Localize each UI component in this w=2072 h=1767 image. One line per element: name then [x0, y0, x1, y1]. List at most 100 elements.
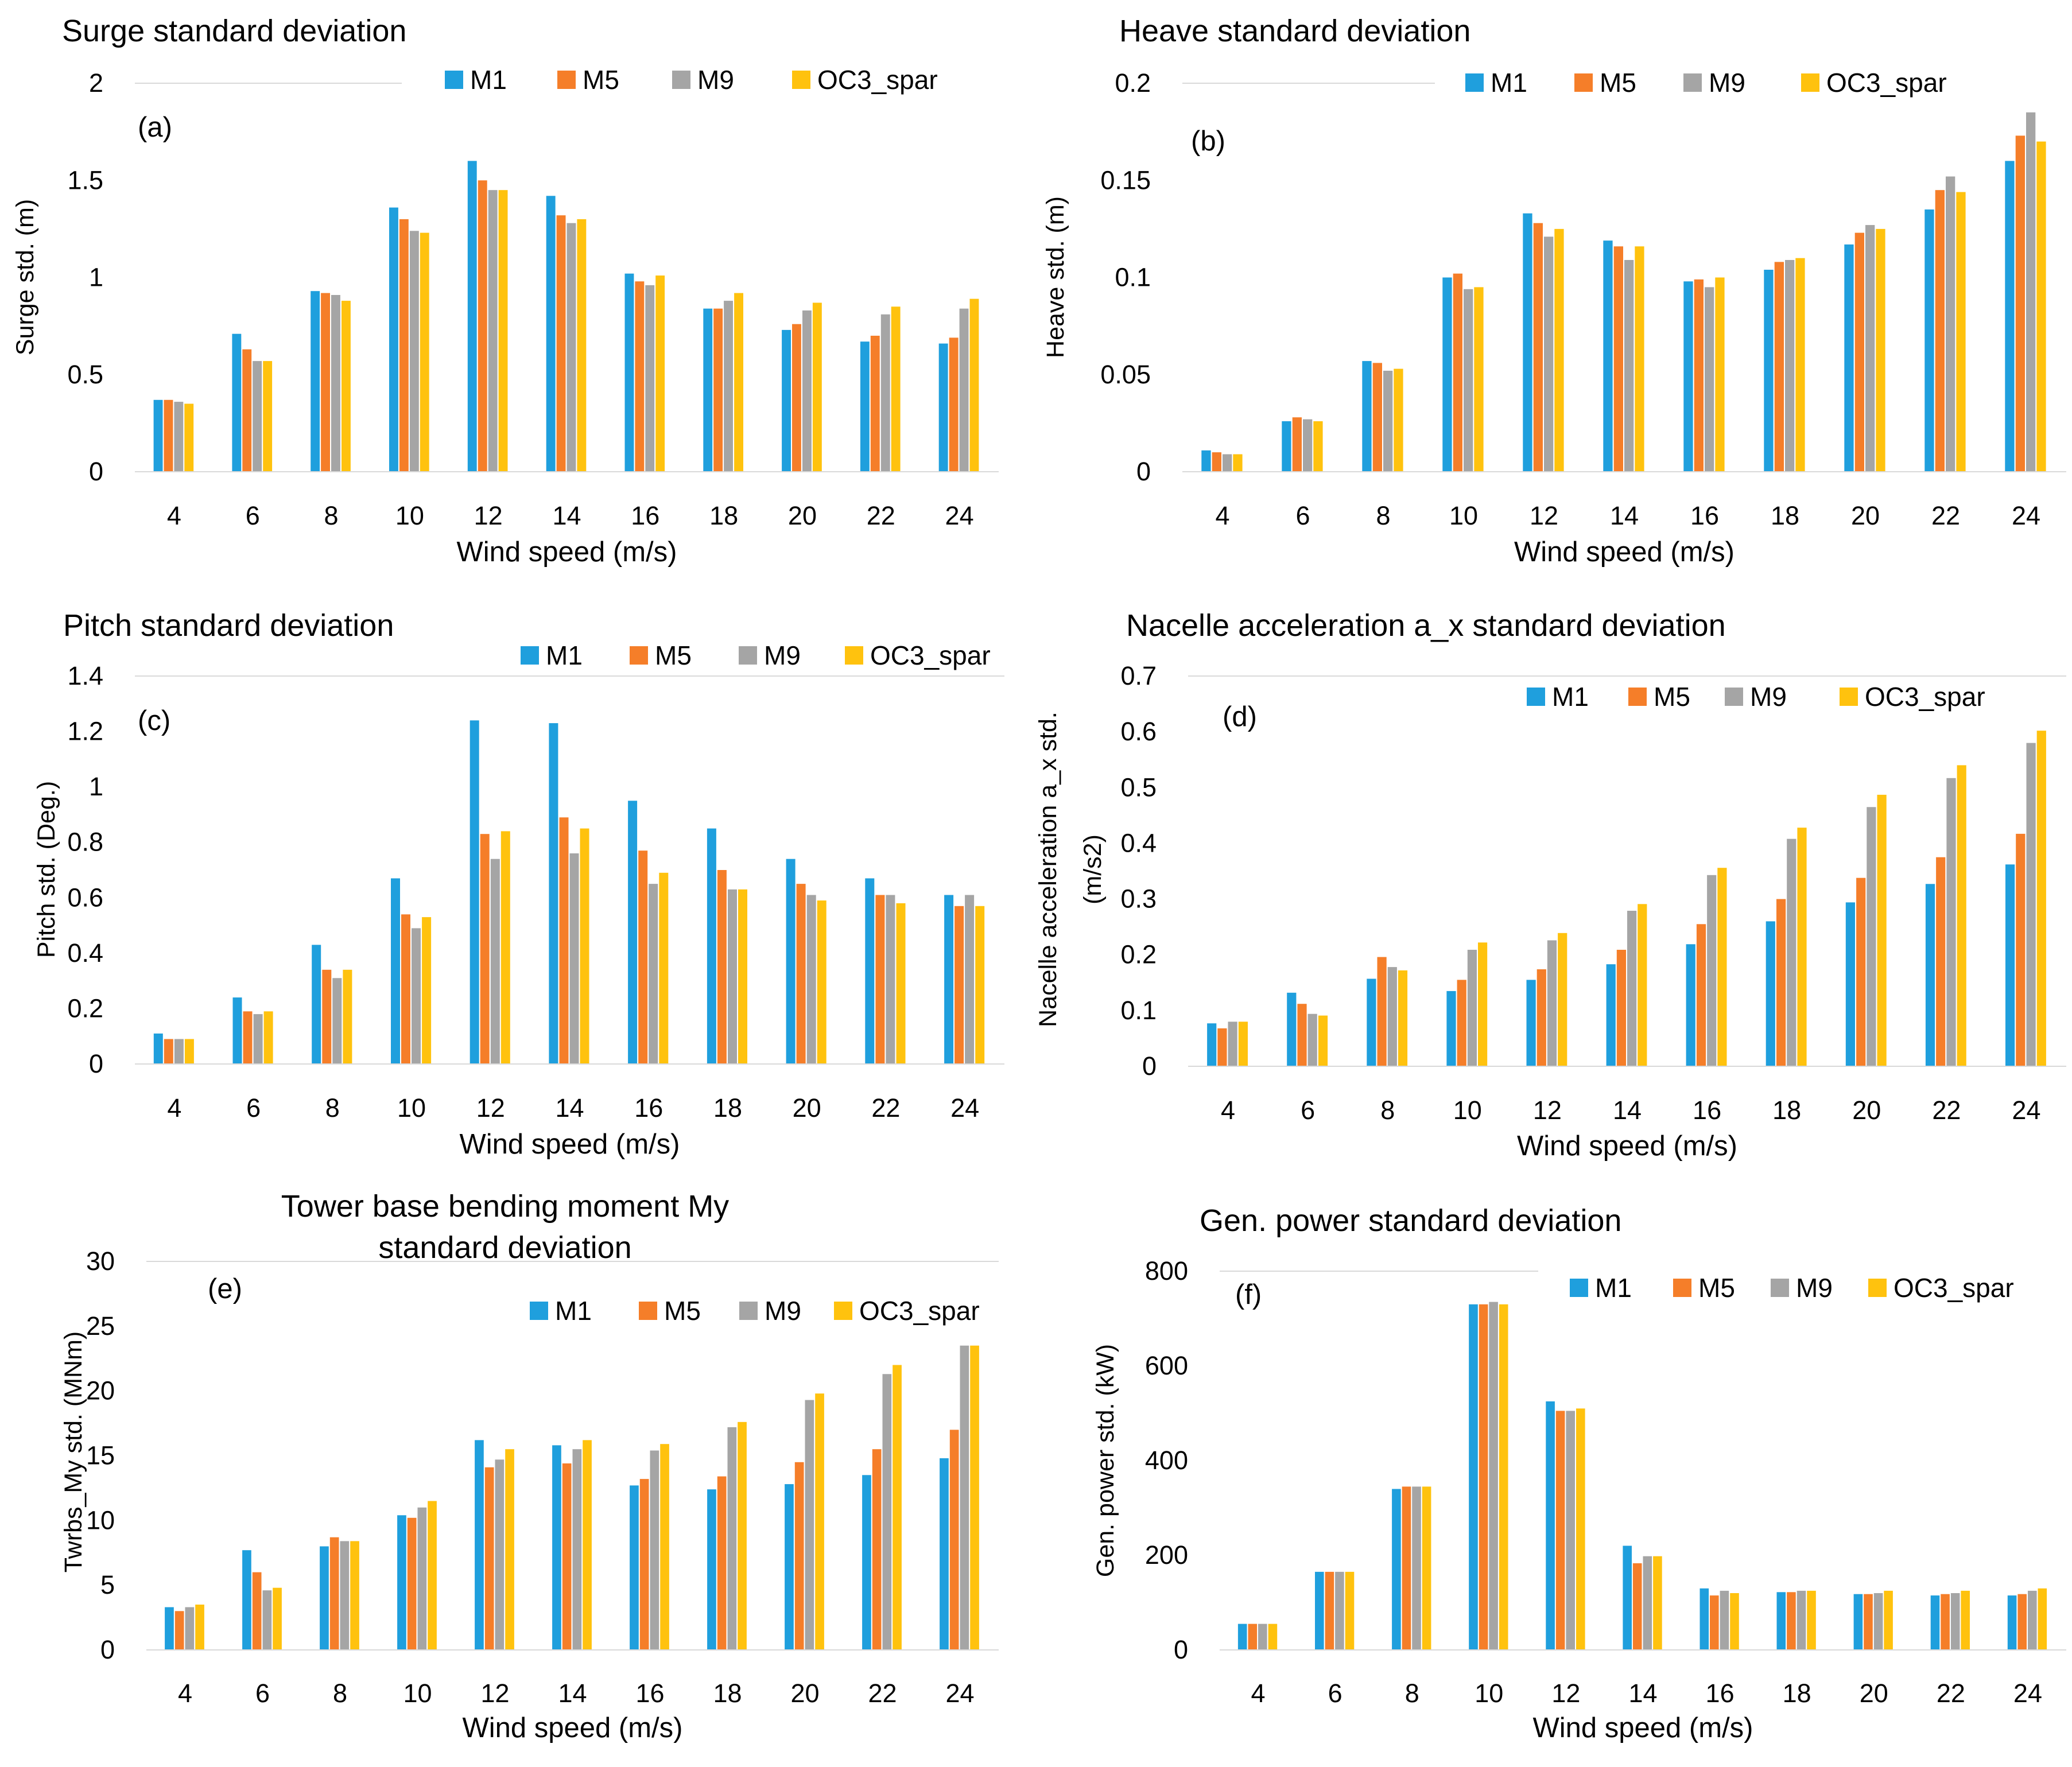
y-axis-label: Pitch std. (Deg.) [33, 781, 60, 958]
x-axis-label: Wind speed (m/s) [457, 537, 677, 568]
chart-title: Heave standard deviation [1119, 14, 1470, 48]
bar-m5-4 [174, 1611, 184, 1650]
bar-m5-4 [164, 1039, 173, 1064]
bar-oc3_spar-8 [350, 1541, 359, 1650]
bar-m9-18 [728, 889, 737, 1064]
legend-label: M5 [1654, 682, 1690, 712]
bar-m1-24 [2005, 161, 2015, 472]
bar-m1-18 [1766, 921, 1775, 1066]
bar-m5-16 [639, 1479, 649, 1650]
bar-m9-14 [1627, 911, 1637, 1066]
x-tick-label: 12 [474, 501, 503, 530]
bar-m5-8 [1372, 363, 1382, 472]
bar-oc3_spar-8 [342, 301, 351, 472]
x-tick-label: 6 [246, 1093, 261, 1123]
bar-m9-8 [340, 1541, 350, 1650]
bar-oc3_spar-6 [273, 1587, 282, 1650]
bar-m9-24 [960, 1345, 969, 1650]
bar-oc3_spar-10 [428, 1501, 437, 1650]
x-tick-label: 14 [1610, 501, 1639, 530]
bar-oc3_spar-12 [500, 831, 510, 1064]
x-tick-label: 18 [713, 1679, 742, 1708]
bar-m9-20 [805, 1400, 814, 1650]
bar-oc3_spar-22 [1957, 765, 1966, 1066]
legend-label: M1 [1595, 1273, 1632, 1303]
x-axis-label: Wind speed (m/s) [463, 1712, 683, 1743]
bar-m1-22 [865, 878, 875, 1064]
panel-label: (b) [1191, 126, 1225, 157]
legend-swatch-m1 [1570, 1279, 1588, 1297]
bar-oc3_spar-4 [184, 403, 194, 472]
chart-title: Pitch standard deviation [63, 608, 394, 643]
y-axis-label: Gen. power std. (kW) [1092, 1344, 1119, 1577]
bar-m9-8 [332, 978, 342, 1064]
x-tick-label: 16 [631, 501, 659, 530]
chart-title: Surge standard deviation [62, 14, 406, 48]
bar-m5-10 [401, 914, 410, 1064]
bar-m5-24 [954, 906, 964, 1064]
legend-swatch-m1 [445, 71, 463, 89]
x-tick-label: 6 [255, 1679, 270, 1708]
bar-m5-20 [1856, 877, 1866, 1066]
y-tick-label: 200 [1145, 1540, 1188, 1570]
bar-m9-6 [253, 361, 262, 472]
x-tick-label: 18 [709, 501, 738, 530]
y-tick-label: 0 [100, 1635, 115, 1664]
chart-panel-e: Tower base bending moment My standard dev… [60, 1189, 999, 1743]
bar-m1-4 [1237, 1624, 1247, 1650]
bar-m5-16 [1696, 924, 1706, 1066]
x-tick-label: 14 [1613, 1096, 1642, 1125]
bar-m9-10 [417, 1507, 427, 1650]
bar-m9-4 [1228, 1022, 1237, 1066]
bar-oc3_spar-18 [1795, 258, 1805, 472]
x-tick-label: 12 [1551, 1679, 1580, 1708]
y-tick-label: 0.05 [1100, 360, 1151, 389]
bar-m9-18 [724, 301, 733, 472]
legend: M1 M5 M9 OC3_spar [1465, 68, 1947, 98]
y-axis-label: Twrbs_My std. (MNm) [60, 1331, 87, 1572]
bar-m5-24 [2015, 135, 2025, 472]
legend-label: M9 [764, 640, 801, 670]
legend-label: OC3_spar [859, 1296, 980, 1326]
legend-swatch-oc3_spar [1801, 73, 1819, 92]
x-tick-label: 24 [945, 1679, 974, 1708]
legend-label: M5 [583, 65, 619, 95]
y-tick-label: 0.2 [67, 993, 103, 1023]
bar-m9-22 [882, 1374, 892, 1650]
bar-m1-10 [391, 878, 400, 1064]
x-tick-label: 6 [1301, 1096, 1315, 1125]
legend-label: M9 [1796, 1273, 1833, 1303]
bar-oc3_spar-16 [1730, 1593, 1739, 1650]
bar-m9-22 [880, 314, 890, 472]
legend-label: OC3_spar [870, 640, 991, 670]
bar-m1-12 [475, 1440, 484, 1650]
bar-m9-8 [1412, 1486, 1421, 1650]
bar-m9-12 [1547, 940, 1557, 1066]
bar-m9-16 [1707, 875, 1717, 1066]
bar-m5-20 [794, 1462, 804, 1650]
x-tick-label: 24 [2013, 1679, 2042, 1708]
legend-label: M5 [655, 640, 692, 670]
x-tick-label: 12 [476, 1093, 505, 1123]
y-tick-label: 30 [86, 1246, 115, 1276]
bar-oc3_spar-24 [975, 906, 985, 1064]
bar-m1-8 [1392, 1489, 1401, 1650]
bar-m9-8 [331, 295, 340, 472]
x-tick-label: 10 [403, 1679, 432, 1708]
bar-oc3_spar-22 [896, 903, 906, 1064]
bar-m1-22 [1924, 209, 1934, 472]
bar-m1-10 [1446, 991, 1456, 1066]
chart-panel-c: Pitch standard deviation (c) 0 0.2 0.4 0.6 0.8… [33, 608, 1004, 1160]
bar-oc3_spar-16 [1717, 868, 1727, 1066]
y-tick-label: 1.4 [67, 661, 103, 690]
bar-oc3_spar-20 [817, 900, 827, 1064]
bar-oc3_spar-14 [583, 1440, 592, 1650]
x-tick-label: 20 [790, 1679, 819, 1708]
bar-m9-24 [2026, 743, 2036, 1066]
bar-m1-8 [311, 291, 320, 472]
x-axis-label: Wind speed (m/s) [1533, 1712, 1753, 1743]
bar-m9-12 [490, 859, 500, 1064]
bar-m9-8 [1383, 371, 1393, 472]
y-tick-label: 600 [1145, 1351, 1188, 1380]
bar-oc3_spar-20 [1877, 794, 1887, 1066]
